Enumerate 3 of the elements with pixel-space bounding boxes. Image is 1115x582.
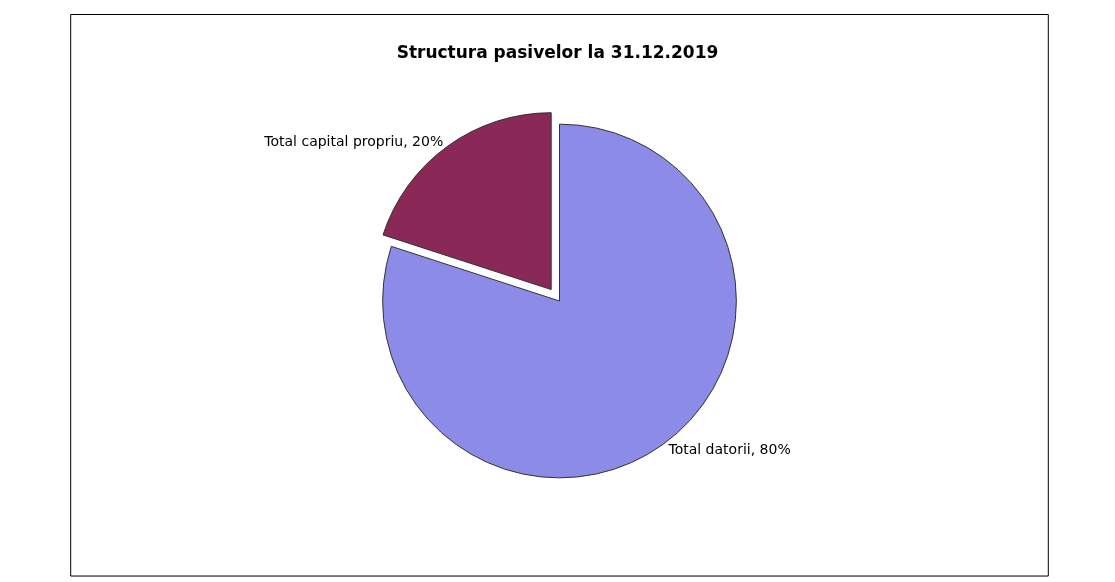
slice-label: Total datorii, 80% <box>667 441 791 458</box>
slice-label: Total capital propriu, 20% <box>263 133 444 150</box>
chart-title: Structura pasivelor la 31.12.2019 <box>396 42 719 63</box>
